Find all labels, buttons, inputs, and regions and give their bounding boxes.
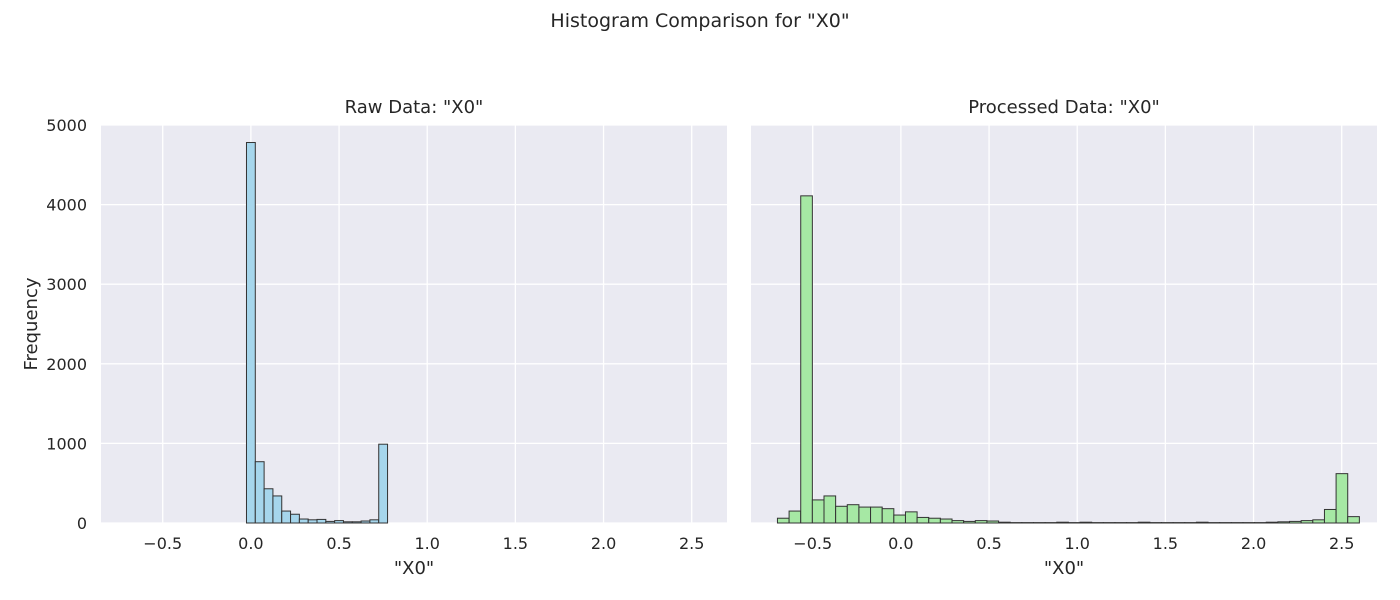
y-tick-label: 0 xyxy=(77,514,87,533)
histogram-bar xyxy=(939,518,953,524)
processed-x-axis-label: "X0" xyxy=(1044,558,1084,579)
histogram-bar xyxy=(351,521,362,524)
histogram-bar xyxy=(342,521,353,524)
y-tick-label: 3000 xyxy=(46,275,87,294)
histogram-bar xyxy=(254,461,265,524)
histogram-bar xyxy=(1265,521,1279,524)
x-tick-label: 2.0 xyxy=(591,534,616,553)
raw-bars xyxy=(245,142,389,524)
x-tick-label: 1.0 xyxy=(414,534,439,553)
x-tick-label: 1.0 xyxy=(1064,534,1089,553)
histogram-bar xyxy=(893,514,906,524)
x-tick-label: 1.5 xyxy=(1153,534,1178,553)
histogram-bar xyxy=(1277,521,1291,524)
histogram-bar xyxy=(378,443,389,524)
x-tick-label: 2.5 xyxy=(1329,534,1354,553)
histogram-bar xyxy=(245,142,256,524)
histogram-bar xyxy=(1195,521,1209,524)
x-tick-label: 2.5 xyxy=(679,534,704,553)
y-tick-label: 4000 xyxy=(46,196,87,215)
histogram-bar xyxy=(800,195,813,524)
x-tick-label: 0.0 xyxy=(238,534,263,553)
raw-data-histogram: Raw Data: "X0" "X0" Frequency −0.5 0.0 0.5… xyxy=(21,97,727,579)
histogram-bar xyxy=(998,521,1011,524)
histogram-bar xyxy=(298,518,309,524)
processed-data-histogram: Processed Data: "X0" "X0" −0.5 0.0 0.5 1.0 1… xyxy=(751,97,1377,579)
histogram-bar xyxy=(281,510,292,524)
histogram-bar xyxy=(916,516,930,524)
histogram-bar xyxy=(823,495,837,524)
x-tick-label: 0.5 xyxy=(326,534,351,553)
histogram-bar xyxy=(290,513,300,524)
y-tick-label: 5000 xyxy=(46,116,87,135)
histogram-bar xyxy=(334,520,344,524)
histogram-bar xyxy=(1137,521,1151,524)
histogram-bar xyxy=(788,510,802,524)
processed-bars xyxy=(776,195,1360,524)
histogram-bar xyxy=(1056,521,1069,524)
histogram-bar xyxy=(1335,473,1349,524)
raw-x-axis-label: "X0" xyxy=(394,558,434,579)
histogram-bar xyxy=(307,519,318,524)
histogram-bar xyxy=(974,520,988,524)
histogram-bar xyxy=(360,520,371,524)
histogram-bar xyxy=(1347,516,1360,524)
x-tick-label: −0.5 xyxy=(143,534,182,553)
histogram-bar xyxy=(325,520,336,524)
histogram-bar xyxy=(963,520,976,524)
y-tick-label: 1000 xyxy=(46,434,87,453)
raw-plot-area xyxy=(101,125,727,523)
histogram-bar xyxy=(811,499,825,524)
histogram-bar xyxy=(369,519,380,524)
x-tick-label: −0.5 xyxy=(793,534,832,553)
histogram-bar xyxy=(986,520,1000,524)
x-tick-label: 1.5 xyxy=(503,534,528,553)
histogram-bar xyxy=(835,505,848,524)
histogram-bar xyxy=(951,520,965,524)
x-tick-label: 0.0 xyxy=(888,534,913,553)
histogram-bar xyxy=(904,511,918,524)
processed-plot-area xyxy=(751,125,1377,523)
figure-title: Histogram Comparison for "X0" xyxy=(550,10,849,32)
histogram-bar xyxy=(870,506,883,524)
x-tick-label: 0.5 xyxy=(976,534,1001,553)
x-tick-label: 2.0 xyxy=(1241,534,1266,553)
histogram-bar xyxy=(846,504,860,524)
histogram-bar xyxy=(1323,508,1337,524)
histogram-bar xyxy=(1289,520,1302,524)
histogram-bar xyxy=(776,517,790,524)
raw-chart-title: Raw Data: "X0" xyxy=(345,97,484,118)
y-axis-label: Frequency xyxy=(21,277,42,370)
y-tick-label: 2000 xyxy=(46,355,87,374)
histogram-bar xyxy=(272,495,283,524)
histogram-bar xyxy=(1300,520,1314,524)
histogram-bar xyxy=(858,506,872,524)
processed-chart-title: Processed Data: "X0" xyxy=(968,97,1160,118)
histogram-bar xyxy=(316,518,327,524)
histogram-bar xyxy=(1312,519,1325,524)
histogram-bar xyxy=(881,508,895,524)
histogram-bar xyxy=(263,488,274,524)
histogram-bar xyxy=(1079,521,1093,524)
histogram-bar xyxy=(928,517,941,524)
